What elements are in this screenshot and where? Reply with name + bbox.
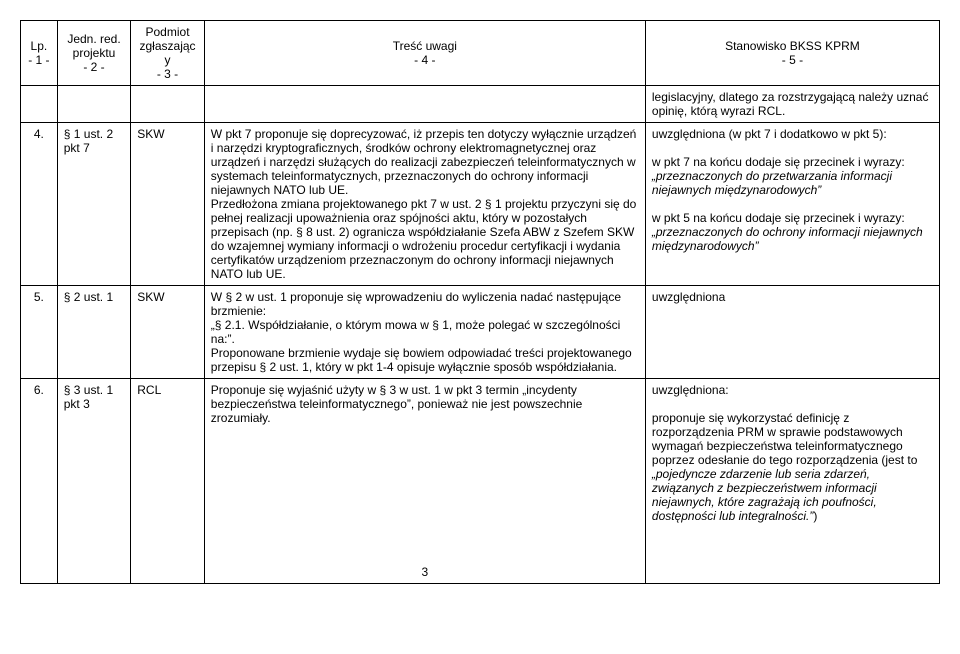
header-lp: Lp.- 1 -: [21, 21, 58, 86]
cell-lp: [21, 86, 58, 123]
cell-tresc: W § 2 w ust. 1 proponuje się wprowadzeni…: [204, 286, 645, 379]
cell-pod: [131, 86, 205, 123]
table-row: 5. § 2 ust. 1 SKW W § 2 w ust. 1 proponu…: [21, 286, 940, 379]
page-number: 3: [211, 565, 639, 579]
document-table: Lp.- 1 - Jedn. red. projektu- 2 - Podmio…: [20, 20, 940, 584]
cell-jed: § 3 ust. 1 pkt 3: [57, 379, 131, 584]
cell-lp: 6.: [21, 379, 58, 584]
cell-jed: [57, 86, 131, 123]
cell-lp: 5.: [21, 286, 58, 379]
table-row: 4. § 1 ust. 2 pkt 7 SKW W pkt 7 proponuj…: [21, 123, 940, 286]
header-pod: Podmiot zgłaszający- 3 -: [131, 21, 205, 86]
cell-jed: § 1 ust. 2 pkt 7: [57, 123, 131, 286]
cell-stan: uwzględniona: [645, 286, 939, 379]
cell-pod: RCL: [131, 379, 205, 584]
table-row: 6. § 3 ust. 1 pkt 3 RCL Proponuje się wy…: [21, 379, 940, 584]
table-row: legislacyjny, dlatego za rozstrzygającą …: [21, 86, 940, 123]
cell-jed: § 2 ust. 1: [57, 286, 131, 379]
header-row: Lp.- 1 - Jedn. red. projektu- 2 - Podmio…: [21, 21, 940, 86]
cell-pod: SKW: [131, 123, 205, 286]
header-stan: Stanowisko BKSS KPRM- 5 -: [645, 21, 939, 86]
cell-lp: 4.: [21, 123, 58, 286]
cell-stan: legislacyjny, dlatego za rozstrzygającą …: [645, 86, 939, 123]
cell-tresc: [204, 86, 645, 123]
header-tresc: Treść uwagi- 4 -: [204, 21, 645, 86]
header-jed: Jedn. red. projektu- 2 -: [57, 21, 131, 86]
cell-tresc: Proponuje się wyjaśnić użyty w § 3 w ust…: [204, 379, 645, 584]
cell-stan: uwzględniona: proponuje się wykorzystać …: [645, 379, 939, 584]
cell-tresc: W pkt 7 proponuje się doprecyzować, iż p…: [204, 123, 645, 286]
cell-stan: uwzględniona (w pkt 7 i dodatkowo w pkt …: [645, 123, 939, 286]
cell-pod: SKW: [131, 286, 205, 379]
